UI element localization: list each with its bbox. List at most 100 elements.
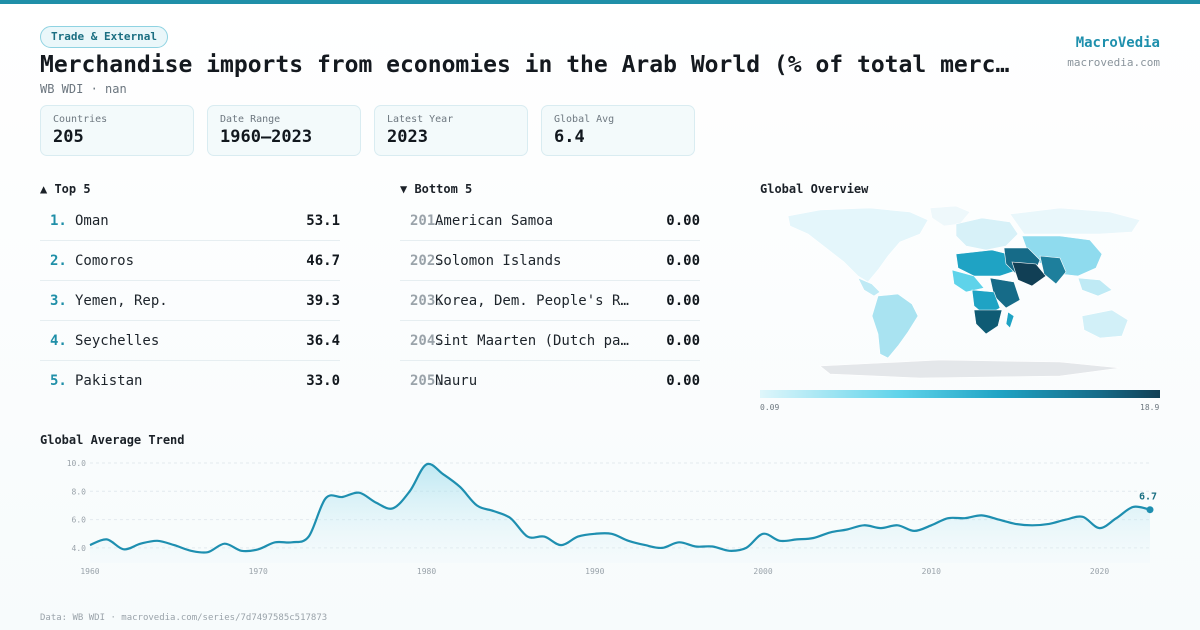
- country-value: 0.00: [666, 213, 700, 229]
- x-tick-label: 2000: [753, 567, 772, 576]
- data-point: [678, 541, 680, 543]
- data-point: [509, 517, 511, 519]
- data-point: [930, 524, 932, 526]
- map-region-southeast-asia: [1077, 277, 1113, 297]
- stat-label: Latest Year: [387, 114, 454, 125]
- map-region-antarctica: [819, 359, 1121, 379]
- data-point: [762, 533, 764, 535]
- map-region-arabian-peninsula: [1011, 261, 1047, 287]
- stat-date-range: Date Range 1960–2023: [207, 105, 361, 156]
- country-name: Yemen, Rep.: [75, 293, 168, 309]
- country-value: 53.1: [306, 213, 340, 229]
- country-name: Comoros: [75, 253, 135, 269]
- list-item[interactable]: 2. Comoros 46.7: [40, 241, 340, 281]
- data-point: [711, 545, 713, 547]
- top5-list: 1. Oman 53.1 2. Comoros 46.7 3. Yemen, Rep. 39…: [40, 201, 340, 401]
- data-point: [156, 540, 158, 542]
- list-item[interactable]: 205. Nauru 0.00: [400, 361, 700, 401]
- map-region-madagascar: [1005, 311, 1015, 329]
- list-item[interactable]: 1. Oman 53.1: [40, 201, 340, 241]
- stat-label: Global Avg: [554, 114, 615, 125]
- bottom5-heading: ▼ Bottom 5: [400, 182, 473, 196]
- data-point: [375, 501, 377, 503]
- y-tick-label: 4.0: [72, 544, 87, 553]
- data-point: [644, 544, 646, 546]
- data-point: [863, 524, 865, 526]
- rank-number: 1.: [50, 213, 67, 229]
- x-tick-label: 1990: [585, 567, 604, 576]
- rank-number: 3.: [50, 293, 67, 309]
- data-point: [173, 544, 175, 546]
- list-item[interactable]: 5. Pakistan 33.0: [40, 361, 340, 401]
- category-badge[interactable]: Trade & External: [40, 26, 168, 48]
- x-tick-label: 2020: [1090, 567, 1109, 576]
- map-region-europe: [955, 217, 1019, 251]
- list-item[interactable]: 3. Yemen, Rep. 39.3: [40, 281, 340, 321]
- trend-area: [90, 463, 1150, 563]
- stat-value: 1960–2023: [220, 127, 313, 147]
- data-point: [291, 541, 293, 543]
- data-point: [308, 535, 310, 537]
- country-name: Sint Maarten (Dutch part): [435, 333, 635, 349]
- country-value: 0.00: [666, 333, 700, 349]
- data-point: [476, 504, 478, 506]
- legend-min-label: 0.09: [760, 403, 780, 412]
- list-item[interactable]: 201. American Samoa 0.00: [400, 201, 700, 241]
- data-point: [829, 531, 831, 533]
- top5-heading: ▲ Top 5: [40, 182, 91, 196]
- footer-source: Data: WB WDI · macrovedia.com/series/7d7…: [40, 613, 328, 623]
- data-point: [341, 496, 343, 498]
- country-name: Oman: [75, 213, 109, 229]
- data-point: [796, 538, 798, 540]
- data-point: [493, 510, 495, 512]
- rank-number: 5.: [50, 373, 67, 389]
- map-region-australia: [1081, 309, 1129, 339]
- x-tick-label: 1970: [249, 567, 268, 576]
- data-point: [1065, 518, 1067, 520]
- x-tick-label: 1980: [417, 567, 436, 576]
- data-point: [695, 545, 697, 547]
- rank-number: 4.: [50, 333, 67, 349]
- data-point: [240, 550, 242, 552]
- trend-heading: Global Average Trend: [40, 433, 185, 447]
- data-point: [223, 543, 225, 545]
- list-item[interactable]: 203. Korea, Dem. People's Rep. 0.00: [400, 281, 700, 321]
- data-point: [1082, 516, 1084, 518]
- rank-number: 202.: [410, 253, 444, 269]
- country-name: Korea, Dem. People's Rep.: [435, 293, 635, 309]
- list-item[interactable]: 202. Solomon Islands 0.00: [400, 241, 700, 281]
- stat-value: 6.4: [554, 127, 585, 147]
- trend-line: [89, 462, 1151, 554]
- stat-latest-year: Latest Year 2023: [374, 105, 528, 156]
- brand-logo[interactable]: MacroVedia: [1075, 35, 1160, 51]
- global-average-trend-chart[interactable]: 4.0 6.0 8.0 10.0 1960 1970 1980 1990 2000 2010 20…: [40, 455, 1170, 580]
- top-accent-bar: [0, 0, 1200, 4]
- data-point: [190, 550, 192, 552]
- country-name: Solomon Islands: [435, 253, 562, 269]
- data-point: [358, 492, 360, 494]
- data-point: [981, 514, 983, 516]
- country-value: 33.0: [306, 373, 340, 389]
- data-point: [947, 517, 949, 519]
- data-point: [1014, 523, 1016, 525]
- x-tick-label: 2010: [922, 567, 941, 576]
- list-item[interactable]: 4. Seychelles 36.4: [40, 321, 340, 361]
- country-name: Seychelles: [75, 333, 160, 349]
- data-point: [324, 497, 326, 499]
- map-region-russia: [1009, 207, 1141, 235]
- data-point: [139, 543, 141, 545]
- data-point: [1048, 523, 1050, 525]
- x-tick-label: 1960: [80, 567, 99, 576]
- country-value: 0.00: [666, 293, 700, 309]
- latest-value-dot: [1146, 506, 1154, 514]
- list-item[interactable]: 204. Sint Maarten (Dutch part) 0.00: [400, 321, 700, 361]
- country-value: 0.00: [666, 373, 700, 389]
- stat-countries: Countries 205: [40, 105, 194, 156]
- brand-url[interactable]: macrovedia.com: [1067, 56, 1160, 69]
- country-name: American Samoa: [435, 213, 554, 229]
- rank-number: 205.: [410, 373, 444, 389]
- world-choropleth-map[interactable]: [760, 204, 1160, 380]
- map-legend-gradient: [760, 390, 1160, 398]
- data-point: [257, 548, 259, 550]
- data-point: [745, 547, 747, 549]
